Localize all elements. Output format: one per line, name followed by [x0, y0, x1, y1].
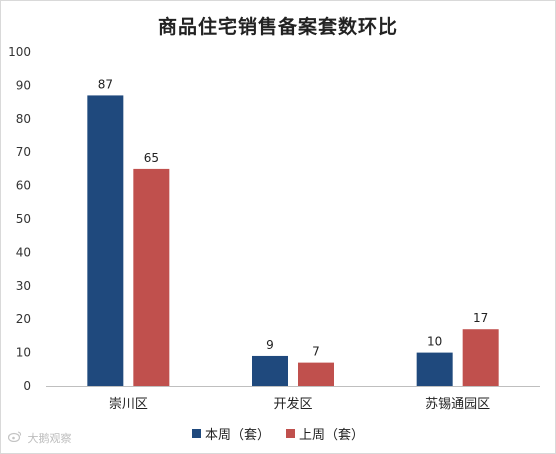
legend-swatch-this-week: [191, 429, 201, 438]
y-tick-label: 90: [16, 78, 31, 92]
data-label: 7: [312, 345, 320, 359]
y-tick-label: 80: [16, 112, 31, 126]
y-tick-label: 30: [16, 279, 31, 293]
data-label: 10: [427, 335, 442, 349]
y-tick-label: 50: [16, 212, 31, 226]
x-category-label: 崇川区: [109, 397, 148, 412]
x-category-label: 开发区: [273, 396, 312, 412]
data-label: 65: [144, 151, 159, 165]
legend-item-this-week: 本周（套）: [191, 424, 270, 443]
watermark: 大鹅观察: [7, 430, 72, 446]
bar: [133, 168, 170, 386]
bar: [298, 362, 334, 386]
legend-label-this-week: 本周（套）: [204, 428, 270, 443]
legend: 本周（套） 上周（套）: [0, 424, 556, 443]
data-label: 87: [98, 77, 113, 91]
y-tick-label: 70: [16, 145, 31, 159]
legend-item-last-week: 上周（套）: [286, 424, 364, 443]
y-tick-label: 10: [16, 346, 31, 360]
y-tick-label: 20: [16, 312, 31, 326]
bar: [462, 329, 499, 386]
x-category-label: 苏锡通园区: [425, 396, 490, 412]
y-tick-label: 0: [23, 379, 31, 393]
data-label: 9: [266, 338, 274, 352]
bar: [252, 355, 288, 386]
bar: [87, 95, 124, 387]
bar: [416, 352, 453, 386]
data-label: 17: [473, 311, 488, 325]
legend-label-last-week: 上周（套）: [299, 428, 365, 443]
y-tick-label: 40: [16, 245, 31, 259]
y-tick-label: 100: [8, 45, 31, 59]
watermark-text: 大鹅观察: [27, 432, 72, 445]
chart-title: 商品住宅销售备案套数环比: [157, 16, 398, 38]
weibo-icon: [7, 431, 22, 445]
y-tick-label: 60: [16, 179, 31, 193]
legend-swatch-last-week: [286, 429, 295, 438]
